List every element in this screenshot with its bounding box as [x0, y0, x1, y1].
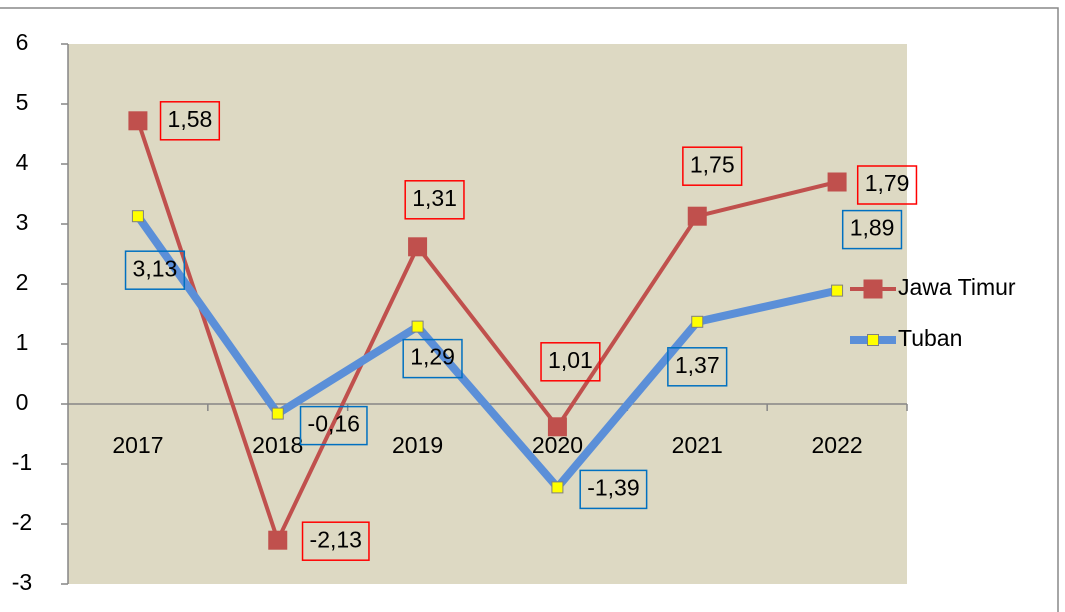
label-box	[299, 405, 368, 446]
marker	[268, 530, 288, 550]
y-tick-label: -2	[12, 509, 32, 535]
label-box	[856, 165, 918, 205]
marker	[271, 407, 284, 420]
legend-marker	[867, 334, 879, 346]
y-tick-label: 5	[16, 89, 29, 115]
y-tick-label: 3	[16, 209, 29, 235]
label-box	[540, 342, 601, 382]
data-label: 1,01	[548, 347, 593, 373]
data-label: 1,29	[410, 344, 455, 370]
data-label: 3,13	[133, 255, 178, 281]
label-box	[159, 101, 221, 141]
data-label: -1,39	[587, 474, 639, 500]
data-label: -0,16	[308, 411, 360, 437]
label-box	[124, 250, 186, 290]
data-label: 1,31	[412, 185, 457, 211]
frame	[0, 7, 1059, 612]
label-box	[404, 180, 465, 220]
marker	[411, 320, 424, 333]
marker	[691, 315, 704, 328]
x-tick-label: 2022	[811, 432, 862, 458]
legend-label: Tuban	[898, 325, 962, 351]
marker	[128, 111, 148, 131]
label-box	[667, 347, 728, 387]
marker	[827, 172, 847, 192]
label-box	[682, 146, 743, 186]
data-label: 1,37	[675, 352, 720, 378]
label-box	[402, 338, 463, 379]
x-tick-label: 2018	[252, 432, 303, 458]
x-tick-label: 2021	[672, 432, 723, 458]
label-box	[301, 521, 370, 561]
series-line	[134, 213, 838, 492]
legend-marker	[863, 279, 883, 299]
marker	[551, 481, 564, 494]
y-tick-label: 0	[16, 389, 29, 415]
marker	[131, 210, 144, 223]
legend-label: Jawa Timur	[898, 274, 1016, 300]
x-tick-label: 2017	[112, 432, 163, 458]
data-label: 1,79	[865, 170, 910, 196]
marker	[408, 237, 428, 257]
y-tick-label: 2	[16, 269, 29, 295]
y-tick-label: 1	[16, 329, 29, 355]
y-tick-label: 4	[16, 149, 29, 175]
data-label: 1,58	[168, 106, 213, 132]
label-box	[841, 209, 903, 250]
x-tick-label: 2020	[532, 432, 583, 458]
data-label: -2,13	[310, 526, 362, 552]
marker	[687, 206, 707, 226]
x-tick-label: 2019	[392, 432, 443, 458]
y-tick-label: 6	[16, 29, 29, 55]
marker	[547, 417, 567, 437]
series-line	[136, 120, 838, 543]
y-tick-label: -1	[12, 449, 32, 475]
marker	[831, 284, 844, 297]
label-box	[579, 469, 648, 510]
data-label: 1,89	[850, 215, 895, 241]
y-tick-label: -3	[12, 569, 32, 595]
data-label: 1,75	[690, 151, 735, 177]
